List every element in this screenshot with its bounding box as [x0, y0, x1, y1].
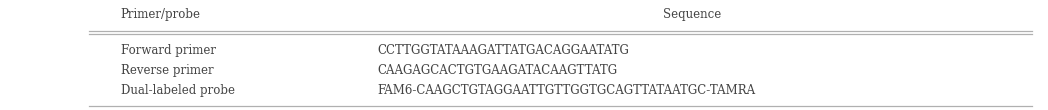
Text: Primer/probe: Primer/probe	[121, 8, 200, 21]
Text: CAAGAGCACTGTGAAGATACAAGTTATG: CAAGAGCACTGTGAAGATACAAGTTATG	[377, 64, 617, 77]
Text: CCTTGGTATAAAGATTATGACAGGAATATG: CCTTGGTATAAAGATTATGACAGGAATATG	[377, 44, 629, 57]
Text: Reverse primer: Reverse primer	[121, 64, 213, 77]
Text: Sequence: Sequence	[662, 8, 721, 21]
Text: FAM6-CAAGCTGTAGGAATTGTTGGTGCAGTTATAATGC-TAMRA: FAM6-CAAGCTGTAGGAATTGTTGGTGCAGTTATAATGC-…	[377, 84, 756, 97]
Text: Dual-labeled probe: Dual-labeled probe	[121, 84, 235, 97]
Text: Forward primer: Forward primer	[121, 44, 216, 57]
